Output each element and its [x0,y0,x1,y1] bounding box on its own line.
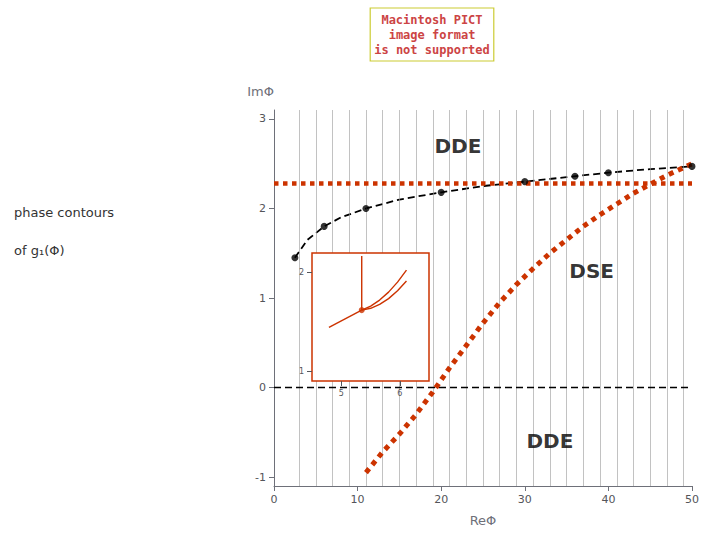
svg-text:image format: image format [389,28,476,42]
svg-text:ImΦ: ImΦ [247,84,274,99]
svg-text:Macintosh PICT: Macintosh PICT [381,13,482,27]
svg-text:DDE: DDE [526,429,573,453]
svg-text:6: 6 [397,389,402,398]
svg-text:0: 0 [271,493,278,506]
svg-text:50: 50 [685,493,699,506]
svg-text:phase contours: phase contours [14,205,114,220]
svg-text:2: 2 [299,268,304,277]
svg-text:5: 5 [339,389,344,398]
svg-text:3: 3 [259,112,266,125]
svg-text:is not supported: is not supported [374,43,490,57]
svg-text:DSE: DSE [569,259,614,283]
svg-text:30: 30 [518,493,532,506]
svg-text:40: 40 [601,493,615,506]
svg-text:1: 1 [299,367,304,376]
svg-text:of g₁(Φ): of g₁(Φ) [14,243,65,258]
svg-text:1: 1 [259,292,266,305]
svg-text:10: 10 [351,493,365,506]
svg-text:0: 0 [259,381,266,394]
svg-text:DDE: DDE [434,134,481,158]
svg-text:-1: -1 [255,471,266,484]
svg-text:20: 20 [434,493,448,506]
svg-text:ReΦ: ReΦ [470,513,497,528]
svg-text:2: 2 [259,202,266,215]
